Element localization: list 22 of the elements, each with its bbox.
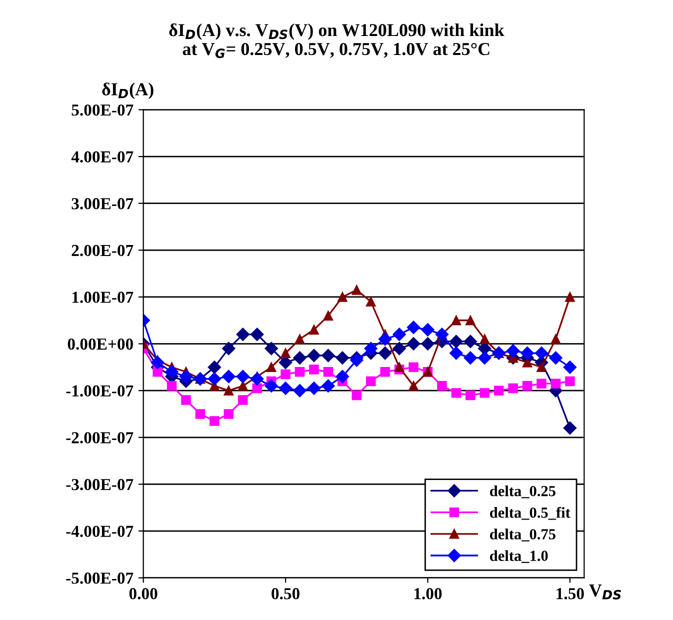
y-tick-label: -5.00E-07 — [66, 572, 134, 584]
y-tick-label: -2.00E-07 — [66, 432, 134, 444]
x-axis-title: V$_{DS}$ — [589, 584, 621, 600]
y-tick-label: -4.00E-07 — [66, 526, 134, 538]
legend-label: delta_0.25 — [490, 485, 556, 498]
x-tick-label: 1.00 — [414, 588, 442, 600]
y-tick-label: -3.00E-07 — [66, 478, 134, 490]
y-tick-label: 5.00E-07 — [72, 104, 134, 116]
x-tick-label: 1.50 — [556, 588, 584, 600]
y-tick-label: -1.00E-07 — [66, 385, 134, 397]
legend-label: delta_0.75 — [490, 528, 556, 542]
legend-label: delta_1.0 — [490, 550, 548, 563]
y-tick-label: 2.00E-07 — [72, 244, 134, 256]
y-tick-label: 3.00E-07 — [72, 198, 134, 210]
x-tick-label: 0.00 — [129, 588, 158, 600]
y-tick-label: 0.00E+00 — [68, 338, 133, 350]
legend-label: delta_0.5_fit — [490, 506, 570, 520]
y-tick-label: 1.00E-07 — [72, 292, 134, 303]
y-tick-label: 4.00E-07 — [71, 151, 134, 163]
x-tick-label: 0.50 — [272, 588, 300, 600]
chart-title: δI$_{D}$(A) v.s. V$_{DS}$(V) on W120L090 with kink at V$_{G}$= 0.25V, 0.5V, 0.75V, 1.0V at 25°C — [169, 23, 504, 58]
y-axis-title: δI$_{D}$(A) — [102, 82, 154, 100]
